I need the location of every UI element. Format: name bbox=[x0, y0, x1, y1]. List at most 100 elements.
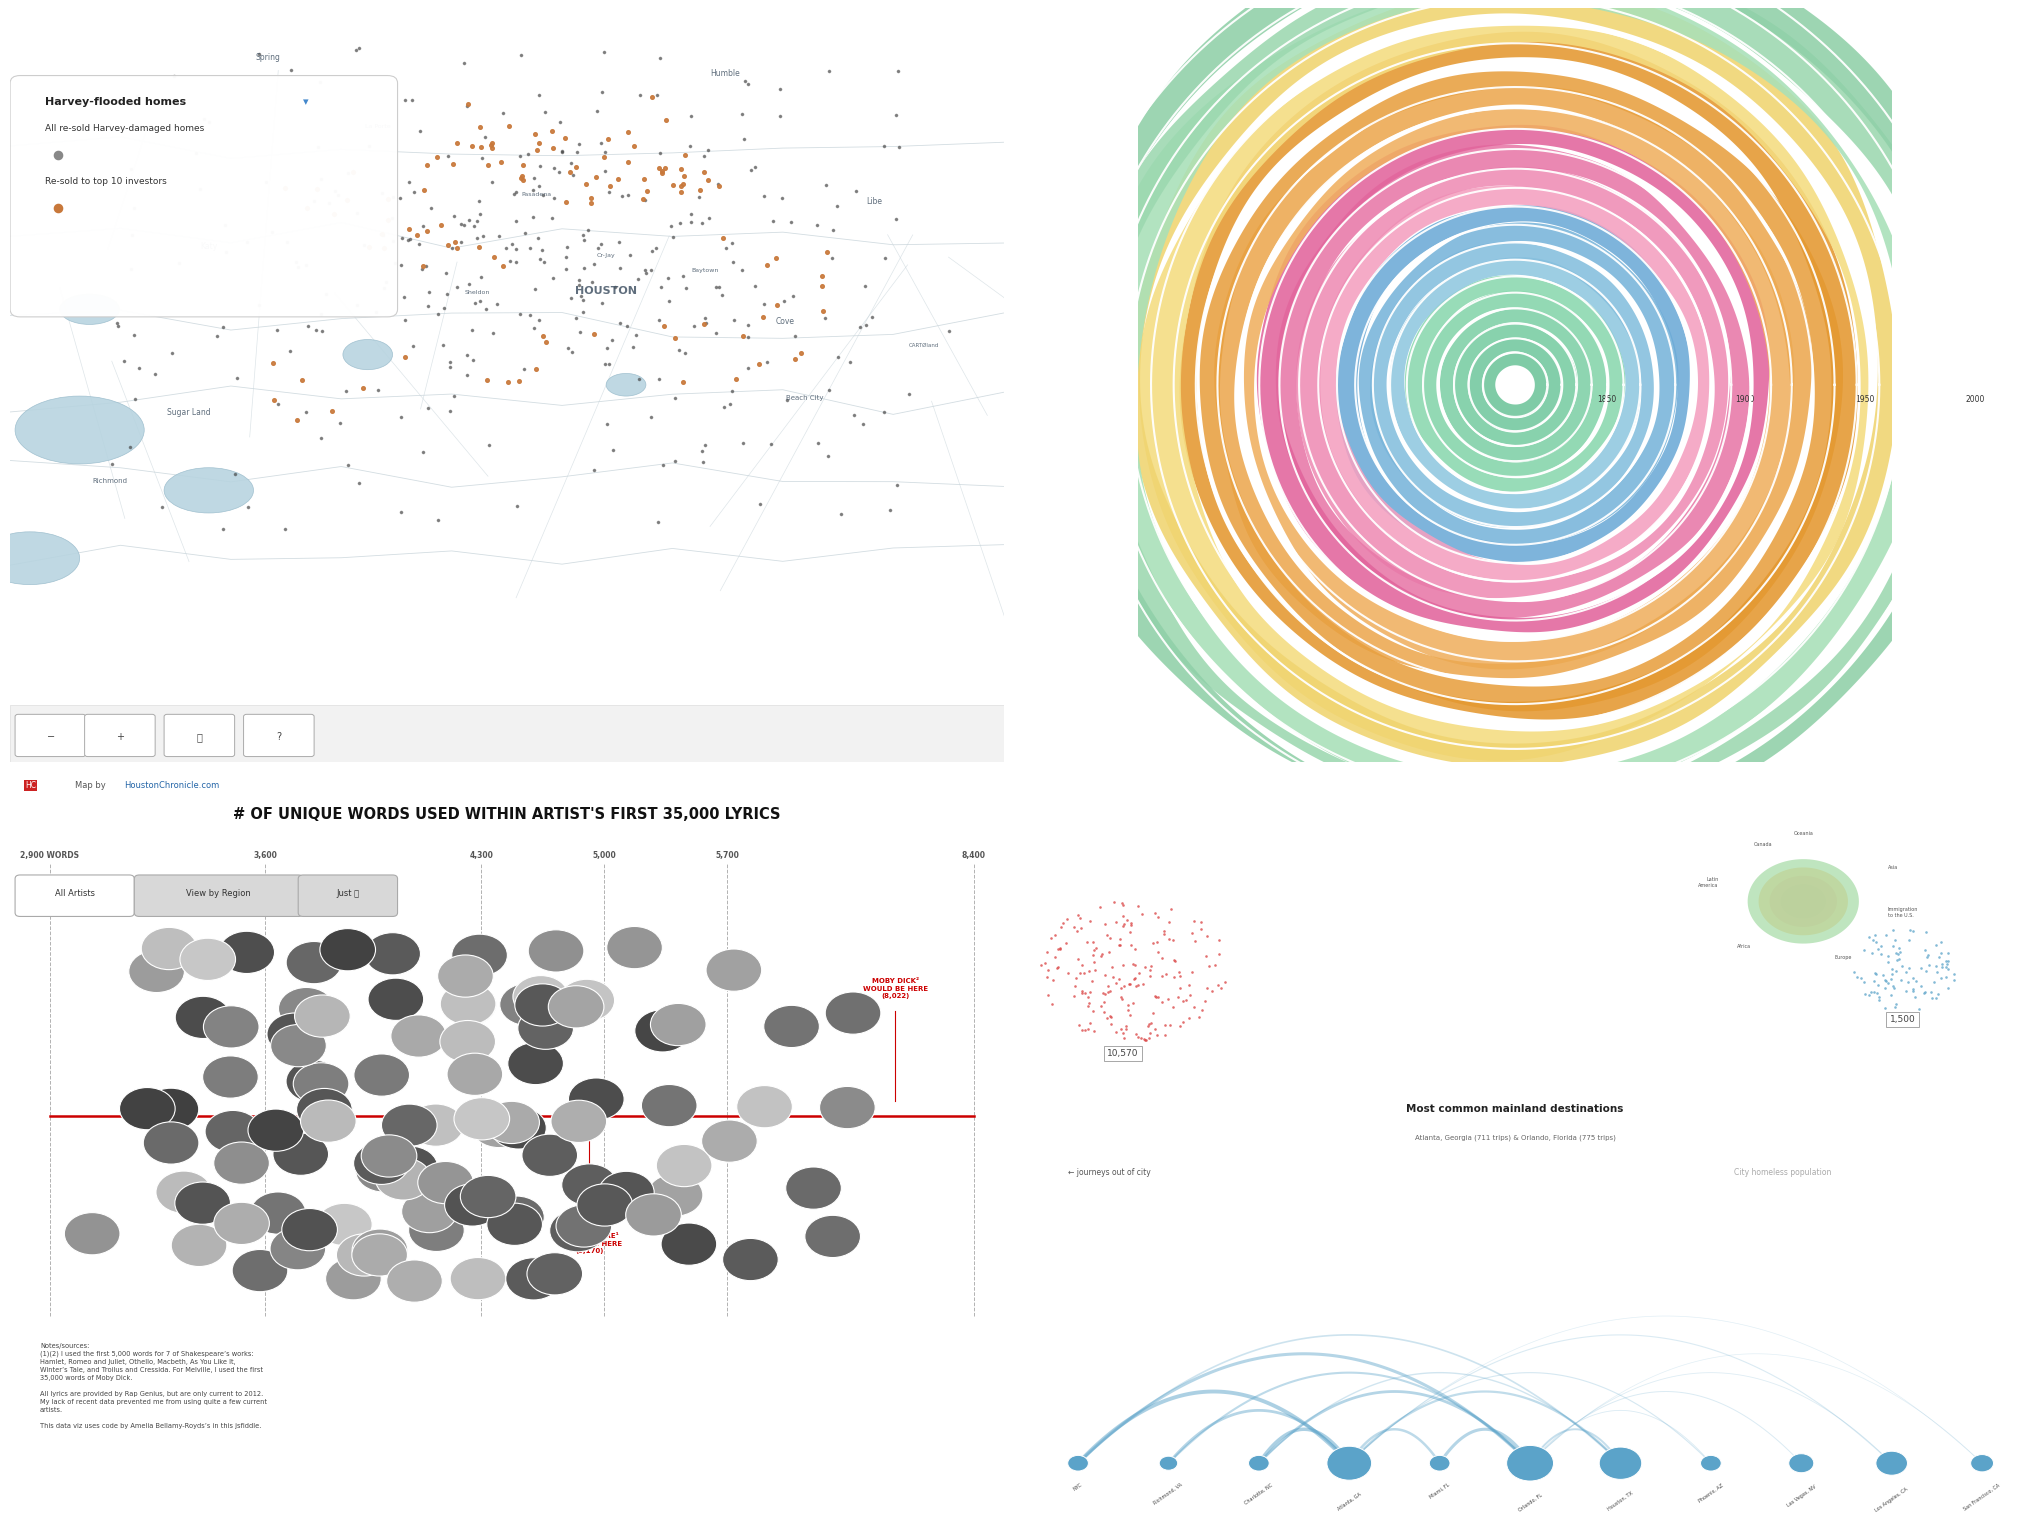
Point bbox=[647, 313, 679, 338]
Point bbox=[1080, 935, 1112, 959]
Point bbox=[1897, 976, 1929, 1001]
Point bbox=[487, 100, 520, 124]
Point bbox=[655, 213, 687, 238]
Point bbox=[309, 281, 342, 305]
Point bbox=[643, 309, 675, 333]
Point bbox=[520, 356, 552, 381]
Point bbox=[1848, 981, 1880, 1005]
Point bbox=[867, 399, 900, 424]
Point bbox=[564, 319, 596, 344]
Point bbox=[849, 312, 882, 336]
Point bbox=[352, 134, 384, 158]
Point bbox=[1175, 959, 1207, 984]
Point bbox=[635, 405, 667, 430]
Point bbox=[451, 342, 483, 367]
Point bbox=[364, 221, 396, 246]
Point bbox=[463, 235, 495, 259]
Point bbox=[1070, 981, 1102, 1005]
Point bbox=[1128, 955, 1161, 979]
Point bbox=[1064, 961, 1096, 985]
Point bbox=[617, 335, 649, 359]
Point bbox=[1072, 993, 1104, 1018]
Text: 🔍: 🔍 bbox=[196, 732, 202, 741]
Point bbox=[530, 330, 562, 355]
Point bbox=[261, 391, 293, 416]
Point bbox=[1098, 964, 1130, 989]
Text: 1950: 1950 bbox=[1854, 394, 1874, 404]
Point bbox=[1866, 962, 1899, 987]
Point bbox=[584, 232, 617, 256]
Point bbox=[1931, 941, 1963, 966]
Point bbox=[1165, 964, 1197, 989]
Point bbox=[473, 154, 506, 178]
Point bbox=[690, 433, 722, 457]
Text: 4,300: 4,300 bbox=[469, 850, 493, 860]
Point bbox=[524, 309, 556, 333]
Point bbox=[514, 235, 546, 259]
Text: Las Vegas, NV: Las Vegas, NV bbox=[1785, 1484, 1818, 1507]
Circle shape bbox=[516, 984, 570, 1025]
Text: # OF UNIQUE WORDS USED WITHIN ARTIST'S FIRST 35,000 LYRICS: # OF UNIQUE WORDS USED WITHIN ARTIST'S F… bbox=[233, 807, 780, 823]
Circle shape bbox=[599, 1171, 655, 1214]
Point bbox=[1080, 958, 1112, 982]
Point bbox=[1116, 990, 1148, 1015]
Point bbox=[1092, 1005, 1124, 1030]
Point bbox=[874, 497, 906, 522]
Point bbox=[673, 134, 706, 158]
Point bbox=[1860, 961, 1893, 985]
Point bbox=[117, 195, 150, 220]
Point bbox=[1031, 958, 1064, 982]
Point bbox=[386, 226, 419, 250]
Point bbox=[1104, 1018, 1136, 1042]
Point bbox=[687, 144, 720, 169]
Text: Humble: Humble bbox=[710, 69, 740, 78]
Circle shape bbox=[556, 1205, 613, 1246]
Point bbox=[570, 172, 603, 196]
Point bbox=[1138, 984, 1171, 1008]
Point bbox=[588, 352, 621, 376]
Point bbox=[805, 275, 837, 299]
Point bbox=[706, 226, 738, 250]
Point bbox=[463, 289, 495, 313]
Point bbox=[1167, 989, 1199, 1013]
Point bbox=[1146, 964, 1179, 989]
Polygon shape bbox=[1213, 86, 1812, 678]
Point bbox=[231, 230, 263, 255]
Point bbox=[408, 178, 441, 203]
Point bbox=[303, 71, 336, 95]
Text: t: t bbox=[874, 729, 876, 738]
Point bbox=[641, 83, 673, 107]
Point bbox=[1074, 909, 1106, 933]
Circle shape bbox=[471, 1105, 528, 1148]
Point bbox=[1062, 918, 1094, 942]
Point bbox=[453, 272, 485, 296]
Point bbox=[315, 399, 348, 424]
Point bbox=[1025, 953, 1058, 978]
Point bbox=[200, 324, 233, 348]
Point bbox=[1114, 972, 1146, 996]
Point bbox=[1118, 953, 1151, 978]
Point bbox=[1134, 953, 1167, 978]
Point bbox=[305, 319, 338, 344]
Text: CARTØland: CARTØland bbox=[908, 342, 940, 348]
Point bbox=[493, 249, 526, 273]
Circle shape bbox=[1430, 1455, 1450, 1471]
Text: 3,600: 3,600 bbox=[253, 850, 277, 860]
Point bbox=[1870, 969, 1903, 993]
Point bbox=[1915, 981, 1947, 1005]
Circle shape bbox=[214, 1142, 269, 1183]
Point bbox=[410, 152, 443, 177]
Ellipse shape bbox=[14, 396, 144, 464]
Point bbox=[645, 275, 677, 299]
Point bbox=[1921, 959, 1953, 984]
Point bbox=[574, 186, 607, 210]
Point bbox=[313, 190, 346, 215]
Point bbox=[588, 146, 621, 170]
Point bbox=[1049, 930, 1082, 955]
Point bbox=[635, 238, 667, 262]
Point bbox=[115, 157, 148, 181]
Point bbox=[1191, 975, 1223, 999]
Point bbox=[386, 253, 419, 278]
Circle shape bbox=[661, 1223, 716, 1265]
Polygon shape bbox=[1337, 206, 1690, 562]
